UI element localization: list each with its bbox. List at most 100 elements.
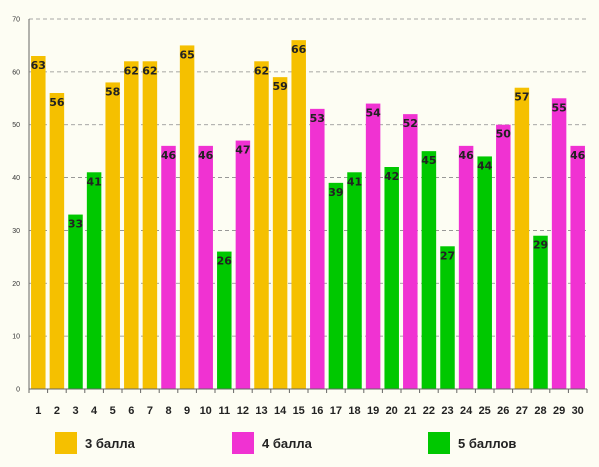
bar (217, 251, 232, 389)
x-tick-label: 25 (479, 405, 491, 417)
bar (68, 214, 83, 389)
x-tick-label: 1 (35, 405, 41, 417)
bar (161, 145, 176, 389)
bar (458, 145, 474, 389)
data-label: 65 (179, 48, 194, 61)
x-tick-label: 11 (218, 405, 230, 417)
legend-swatch (428, 432, 450, 454)
bar (124, 61, 139, 390)
legend-label: 3 балла (85, 436, 136, 451)
bar (421, 151, 437, 389)
data-label: 39 (328, 186, 343, 199)
data-label: 54 (365, 107, 381, 120)
y-tick-label: 20 (12, 281, 20, 288)
data-label: 46 (161, 149, 177, 162)
x-tick-label: 7 (147, 405, 153, 417)
axes (28, 19, 588, 393)
x-tick-label: 23 (441, 405, 453, 417)
x-tick-label: 3 (72, 405, 78, 417)
bar (49, 93, 65, 389)
y-tick-label: 10 (12, 334, 20, 341)
data-label: 26 (217, 255, 233, 268)
legend-swatch (55, 432, 77, 454)
bar (310, 108, 325, 389)
x-tick-label: 16 (311, 405, 323, 417)
data-label: 59 (272, 80, 287, 93)
data-label: 42 (384, 170, 399, 183)
bar (198, 145, 213, 389)
x-tick-label: 21 (404, 405, 416, 417)
data-label: 47 (235, 144, 250, 157)
data-label: 44 (477, 159, 493, 172)
x-tick-label: 5 (110, 405, 116, 417)
bar (440, 246, 455, 389)
data-label: 58 (105, 85, 120, 98)
legend: 3 балла 4 балла 5 баллов (55, 432, 516, 454)
data-label: 46 (458, 149, 474, 162)
legend-item: 4 балла (232, 432, 313, 454)
bar (403, 114, 418, 390)
data-label: 62 (124, 64, 139, 77)
bars (31, 40, 585, 390)
data-label: 62 (142, 64, 157, 77)
bar (551, 98, 567, 390)
data-label: 41 (86, 175, 101, 188)
bar (347, 172, 362, 389)
legend-label: 5 баллов (458, 436, 516, 451)
x-tick-label: 17 (330, 405, 342, 417)
legend-label: 4 балла (262, 436, 313, 451)
data-label: 52 (403, 117, 418, 130)
x-tick-label: 14 (274, 405, 287, 417)
x-tick-label: 8 (165, 405, 171, 417)
x-tick-label: 10 (200, 405, 212, 417)
legend-item: 3 балла (55, 432, 136, 454)
bar (179, 45, 195, 390)
bar (142, 61, 158, 390)
data-label: 33 (68, 218, 83, 231)
x-tick-label: 26 (497, 405, 509, 417)
bar (365, 103, 381, 390)
x-tick-label: 29 (553, 405, 565, 417)
data-label: 29 (533, 239, 548, 252)
x-tick-label: 13 (255, 405, 267, 417)
x-tick-label: 6 (128, 405, 134, 417)
x-tick-label: 28 (534, 405, 546, 417)
y-tick-label: 60 (12, 69, 20, 76)
x-tick-label: 20 (386, 405, 398, 417)
data-label: 63 (31, 59, 46, 72)
data-label: 50 (496, 128, 512, 141)
y-tick-label: 40 (12, 175, 20, 182)
x-tick-label: 18 (348, 405, 360, 417)
x-tick-label: 9 (184, 405, 190, 417)
data-label: 57 (514, 91, 529, 104)
x-tick-label: 15 (293, 405, 305, 417)
x-axis-tick-labels: 1 2 3 4 5 6 7 8 9 10 11 12 13 14 15 16 17 18 19 20 21 22 23 24 2… (35, 405, 584, 417)
y-axis-tick-labels: 0 10 20 30 40 50 60 70 (12, 17, 20, 394)
x-tick-label: 2 (54, 405, 60, 417)
bar (533, 235, 548, 389)
x-tick-label: 12 (237, 405, 249, 417)
x-tick-label: 4 (91, 405, 98, 417)
data-label: 55 (551, 101, 566, 114)
bar (570, 145, 585, 389)
bar (328, 182, 344, 389)
bar (514, 87, 530, 389)
data-label: 62 (254, 64, 269, 77)
legend-swatch (232, 432, 254, 454)
bar (496, 124, 511, 389)
legend-item: 5 баллов (428, 432, 516, 454)
gridlines (29, 18, 587, 337)
bar (105, 82, 120, 389)
bar (291, 40, 306, 390)
x-tick-label: 27 (516, 405, 528, 417)
x-tick-label: 19 (367, 405, 379, 417)
bar (384, 167, 399, 389)
data-label: 56 (49, 96, 65, 109)
bar (272, 77, 288, 390)
data-label: 46 (570, 149, 586, 162)
bar (477, 156, 492, 389)
x-tick-label: 24 (460, 405, 473, 417)
data-label: 66 (291, 43, 307, 56)
y-tick-label: 30 (12, 228, 20, 235)
